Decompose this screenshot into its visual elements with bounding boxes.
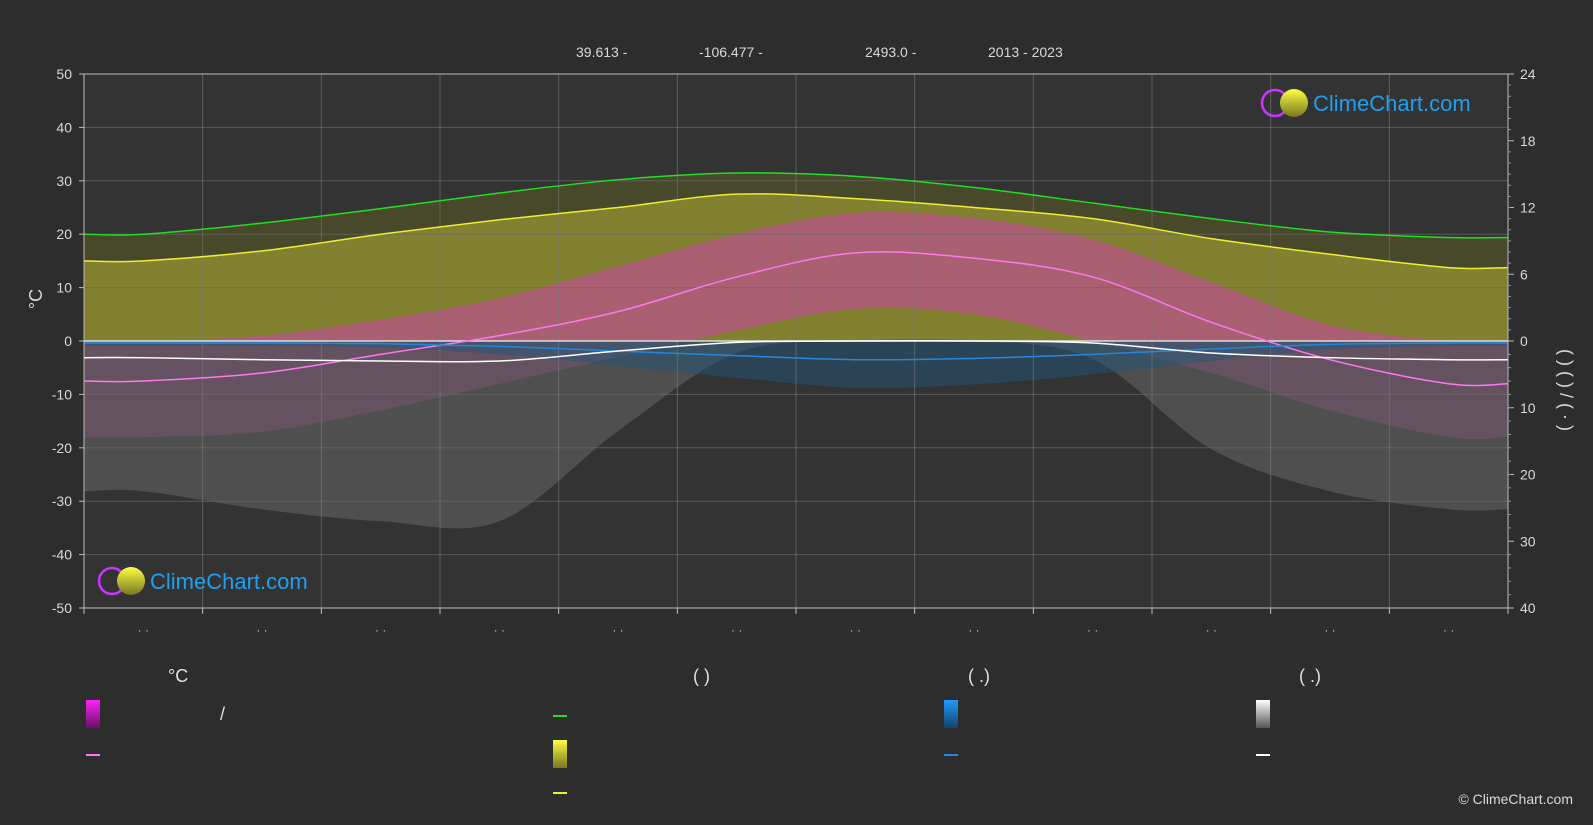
header-latitude: 39.613 - xyxy=(576,44,628,60)
y-tick-left: 30 xyxy=(56,173,72,189)
sunshine-line xyxy=(84,193,1508,270)
y-tick-left: -30 xyxy=(52,493,72,509)
y-tick-left: 40 xyxy=(56,119,72,135)
brand-text-bottom: ClimeChart.com xyxy=(150,569,308,594)
brand-text-top: ClimeChart.com xyxy=(1313,91,1471,116)
legend-temp-slash: / xyxy=(220,704,226,724)
y-tick-left: 50 xyxy=(56,66,72,82)
legend-swatch-temp-range xyxy=(86,700,100,728)
x-tick-label: · · xyxy=(850,623,861,637)
precip-line xyxy=(84,342,1508,361)
header-period: 2013 - 2023 xyxy=(988,44,1063,60)
legend-temperature-title: °C xyxy=(168,666,189,686)
y-tick-right-top: 12 xyxy=(1520,200,1536,216)
y-tick-left: 20 xyxy=(56,226,72,242)
x-tick-label: · · xyxy=(1324,623,1335,637)
x-tick-label: · · xyxy=(968,623,979,637)
y-tick-right-top: 6 xyxy=(1520,266,1528,282)
x-tick-label: · · xyxy=(1087,623,1098,637)
legend-swatch-sunshine xyxy=(553,792,567,794)
y-tick-left: -40 xyxy=(52,547,72,563)
y-tick-left: -20 xyxy=(52,440,72,456)
x-tick-label: · · xyxy=(1443,623,1454,637)
legend-swatch-daylight xyxy=(553,715,567,717)
y-tick-right-top: 18 xyxy=(1520,133,1536,149)
x-tick-label: · · xyxy=(375,623,386,637)
header-elevation: 2493.0 - xyxy=(865,44,917,60)
x-tick-label: · · xyxy=(612,623,623,637)
y-axis-label-left: °C xyxy=(26,289,46,309)
logo-sun-icon xyxy=(1280,89,1308,117)
y-tick-right-top: 24 xyxy=(1520,66,1536,82)
x-tick-label: · · xyxy=(494,623,505,637)
daylight-line xyxy=(84,172,1508,239)
y-tick-right-bottom: 10 xyxy=(1520,400,1536,416)
snow-line xyxy=(84,340,1508,363)
header-longitude: -106.477 - xyxy=(699,44,763,60)
legend-rain-title: ( .) xyxy=(968,666,990,686)
legend-swatch-avg-temp xyxy=(86,754,100,756)
y-tick-right-bottom: 40 xyxy=(1520,600,1536,616)
legend-sun-title: ( ) xyxy=(693,666,710,686)
legend-swatch-sunshine-range xyxy=(553,740,567,768)
y-tick-right-top: 0 xyxy=(1520,333,1528,349)
legend-swatch-rain xyxy=(944,754,958,756)
x-tick-label: · · xyxy=(256,623,267,637)
brand-logo-bottom[interactable]: ClimeChart.com xyxy=(97,566,308,596)
copyright-text: © ClimeChart.com xyxy=(1458,791,1573,807)
axes: 50 40 30 20 10 0 -10 -20 -30 -40 -50 24 18 12 6 0 10 20 30… xyxy=(26,66,1576,637)
x-tick-label: · · xyxy=(731,623,742,637)
legend-swatch-snow-range xyxy=(1256,700,1270,728)
y-axis-label-right: ( ) ( ) / ( · ) xyxy=(1556,349,1576,431)
brand-logo-top[interactable]: ClimeChart.com xyxy=(1260,88,1471,118)
grid xyxy=(83,73,1509,609)
y-tick-left: 0 xyxy=(64,333,72,349)
y-tick-left: -50 xyxy=(52,600,72,616)
logo-sun-icon xyxy=(117,567,145,595)
y-tick-left: 10 xyxy=(56,280,72,296)
x-tick-label: · · xyxy=(1206,623,1217,637)
y-tick-right-bottom: 30 xyxy=(1520,533,1536,549)
data-lines xyxy=(84,172,1508,387)
legend-snow-title: ( .) xyxy=(1299,666,1321,686)
y-tick-left: -10 xyxy=(52,386,72,402)
legend-swatch-snow xyxy=(1256,754,1270,756)
legend-swatch-rain-range xyxy=(944,700,958,728)
x-tick-label: · · xyxy=(138,623,149,637)
avg-temp-line xyxy=(84,251,1508,387)
y-tick-right-bottom: 20 xyxy=(1520,467,1536,483)
